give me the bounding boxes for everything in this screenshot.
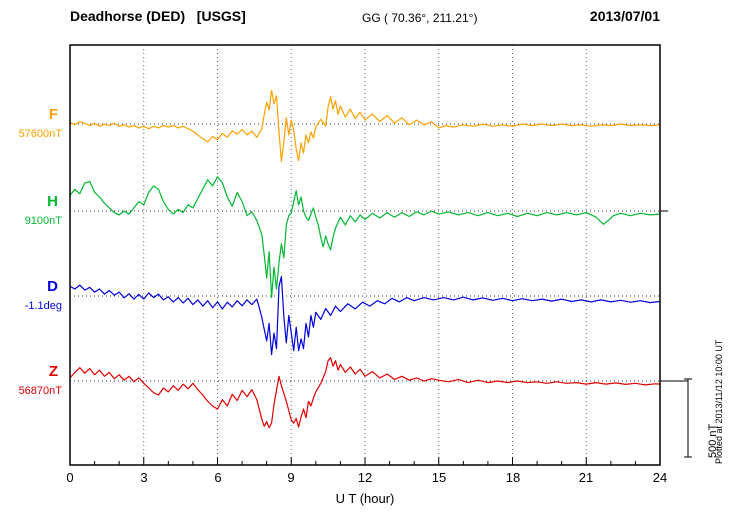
plotted-at-note: Plotted at 2013/11/12 10:00 UT bbox=[714, 339, 724, 464]
x-tick-3: 3 bbox=[140, 470, 148, 485]
x-tick-6: 6 bbox=[214, 470, 222, 485]
trace-baseline-f: 57600nT bbox=[18, 128, 62, 140]
trace-label-f: F bbox=[48, 106, 58, 123]
station-title: Deadhorse (DED) [USGS] bbox=[70, 8, 246, 24]
x-tick-21: 21 bbox=[578, 470, 594, 485]
x-tick-9: 9 bbox=[287, 470, 295, 485]
x-tick-24: 24 bbox=[652, 470, 668, 485]
trace-label-z: Z bbox=[48, 363, 58, 380]
trace-d bbox=[69, 275, 661, 356]
geographic-coordinates: GG ( 70.36°, 211.21°) bbox=[362, 11, 478, 25]
trace-baseline-d: -1.1deg bbox=[24, 300, 62, 312]
x-tick-12: 12 bbox=[357, 470, 373, 485]
x-tick-15: 15 bbox=[431, 470, 447, 485]
x-axis-label: U T (hour) bbox=[335, 491, 395, 506]
x-tick-0: 0 bbox=[66, 470, 74, 485]
trace-baseline-z: 56870nT bbox=[18, 385, 62, 397]
trace-baseline-h: 9100nT bbox=[24, 215, 62, 227]
trace-f bbox=[69, 89, 661, 162]
trace-label-h: H bbox=[47, 193, 58, 210]
x-tick-18: 18 bbox=[505, 470, 521, 485]
trace-h bbox=[69, 176, 661, 299]
trace-z bbox=[69, 357, 661, 429]
plot-date: 2013/07/01 bbox=[589, 8, 660, 24]
trace-label-d: D bbox=[47, 278, 58, 295]
